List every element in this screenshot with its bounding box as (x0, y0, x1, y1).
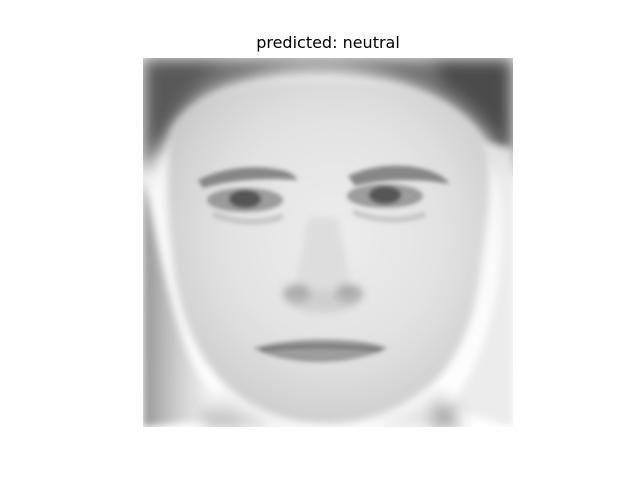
face-image-svg (143, 58, 513, 427)
face-image (143, 58, 513, 427)
plot-title: predicted: neutral (256, 33, 400, 52)
chin-shadow (203, 388, 461, 427)
mouth (253, 339, 388, 363)
hair (143, 58, 513, 178)
image-haze (143, 58, 513, 427)
eyes (207, 184, 427, 225)
eyebrows (198, 165, 449, 188)
nose (283, 218, 363, 314)
